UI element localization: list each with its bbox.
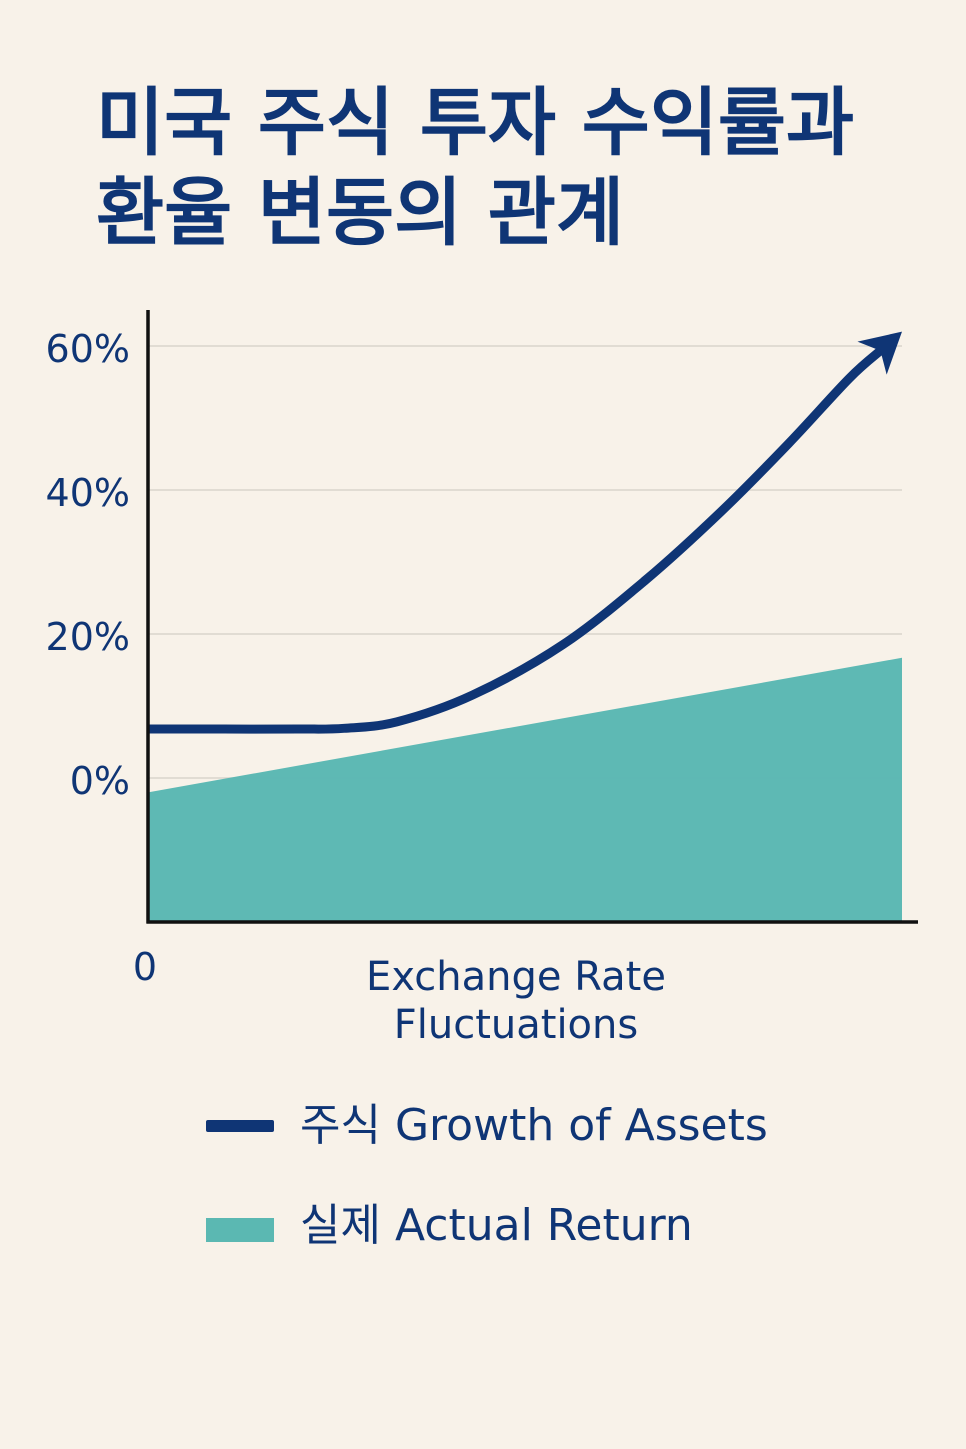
legend-swatch-actual-area: [206, 1218, 274, 1242]
actual-return-area: [148, 657, 902, 922]
y-tick-label-40: 40%: [46, 471, 130, 515]
legend-label-growth: 주식 Growth of Assets: [300, 1100, 768, 1151]
growth-line-layer: [148, 331, 902, 734]
growth-of-assets-line: [148, 346, 885, 734]
x-axis-label-line-2: Fluctuations: [394, 1002, 638, 1048]
chart-title: 미국 주식 투자 수익률과 환율 변동의 관계: [96, 78, 936, 258]
axes: [146, 310, 918, 924]
legend-label-actual: 실제 Actual Return: [300, 1200, 693, 1251]
y-tick-label-60: 60%: [46, 327, 130, 371]
legend-item-growth: 주식 Growth of Assets: [206, 1092, 906, 1192]
chart-title-line-2: 환율 변동의 관계: [96, 170, 625, 256]
legend-swatch-growth-line: [206, 1120, 274, 1132]
y-tick-label-20: 20%: [46, 615, 130, 659]
legend: 주식 Growth of Assets 실제 Actual Return: [206, 1092, 906, 1292]
x-axis-label-line-1: Exchange Rate: [366, 954, 666, 1000]
legend-item-actual: 실제 Actual Return: [206, 1192, 906, 1292]
chart-title-line-1: 미국 주식 투자 수익률과: [96, 80, 855, 166]
y-tick-label-0: 0%: [70, 759, 130, 803]
growth-line-arrow-head: [857, 331, 902, 375]
actual-return-area-layer: [148, 657, 902, 922]
x-origin-label: 0: [133, 945, 157, 989]
